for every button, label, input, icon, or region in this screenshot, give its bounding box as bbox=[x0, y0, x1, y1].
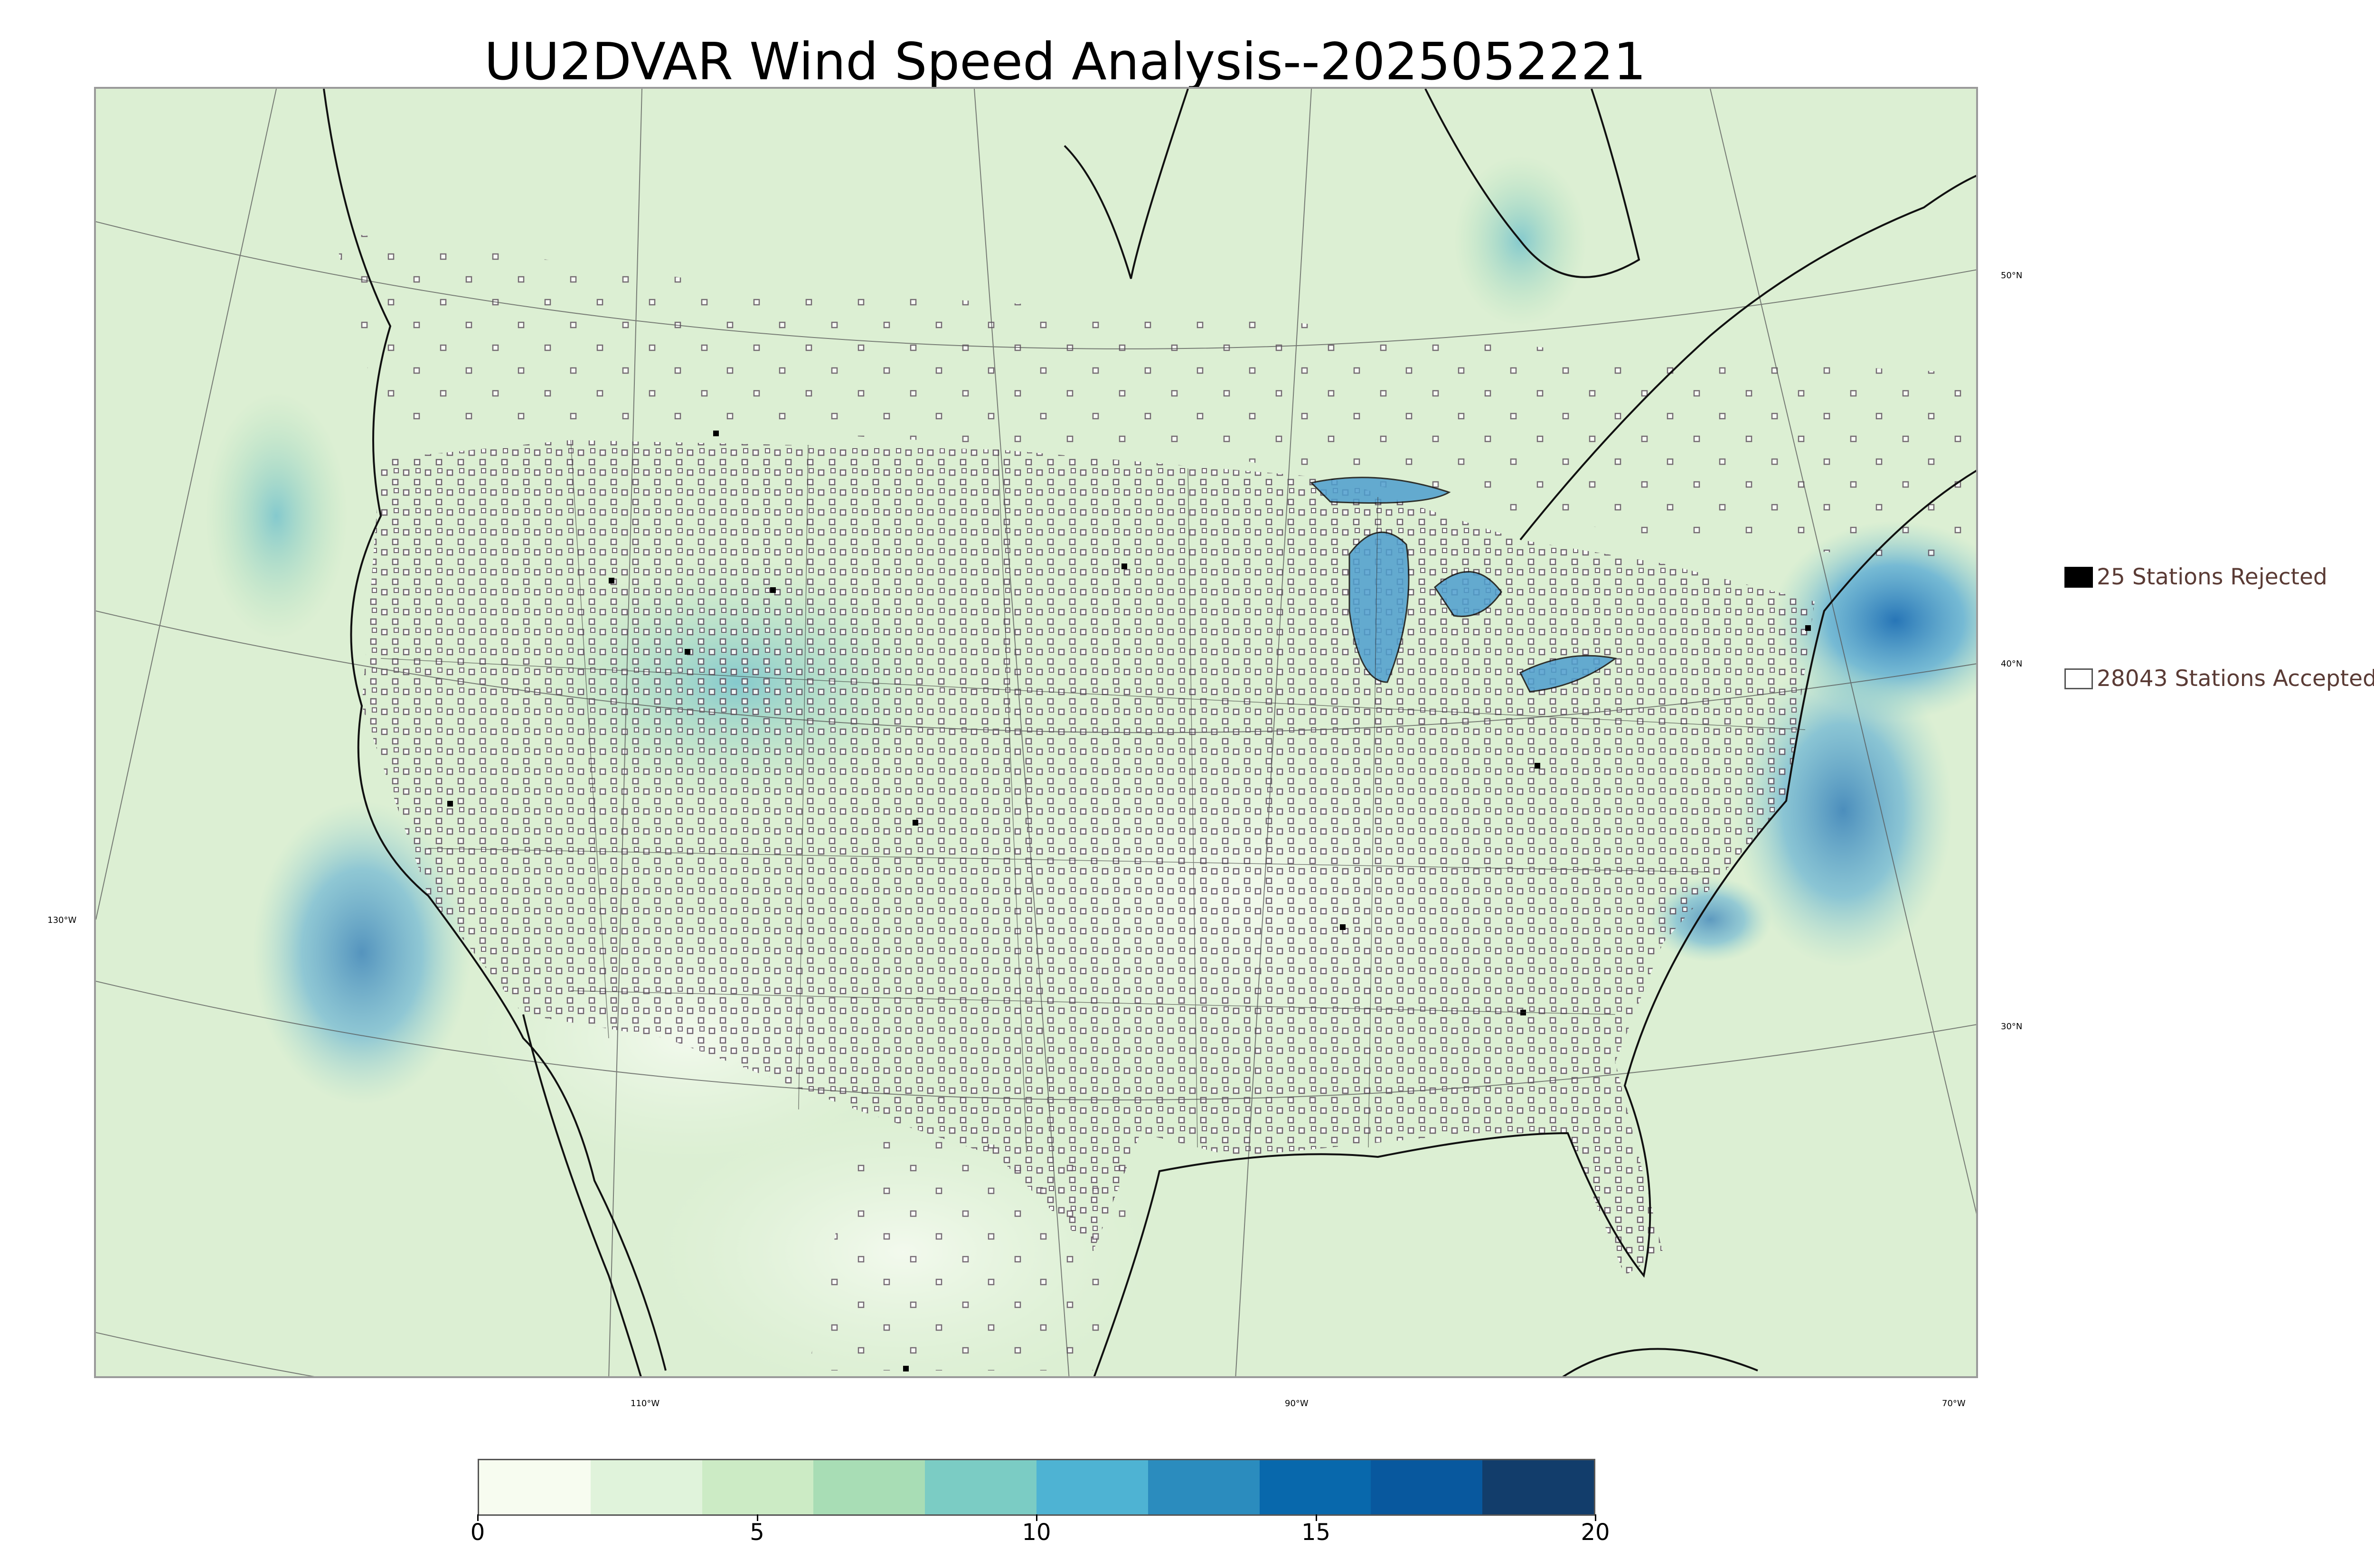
rejected-marker bbox=[2064, 566, 2093, 588]
high-wind-pacific bbox=[253, 801, 471, 1105]
colorbar-tick-label: 0 bbox=[470, 1519, 485, 1546]
map-panel[interactable] bbox=[94, 87, 1978, 1378]
station-observations-mexico bbox=[808, 1133, 1140, 1371]
wind-speed-map bbox=[96, 89, 1976, 1376]
lon-label-90: 90°W bbox=[1285, 1399, 1309, 1408]
colorbar-segment bbox=[479, 1460, 591, 1514]
colorbar-segment bbox=[1482, 1460, 1594, 1514]
colorbar-tick-label: 15 bbox=[1301, 1519, 1331, 1546]
colorbar-tick-mark bbox=[756, 1514, 758, 1521]
lat-label-30: 30°N bbox=[2001, 1022, 2023, 1032]
colorbar-tick-label: 20 bbox=[1581, 1519, 1610, 1546]
state-borders bbox=[380, 440, 1806, 1153]
lat-label-50: 50°N bbox=[2001, 271, 2023, 281]
colorbar-segment bbox=[590, 1460, 702, 1514]
colorbar-tick-label: 10 bbox=[1022, 1519, 1051, 1546]
rejected-label: 25 Stations Rejected bbox=[2097, 564, 2327, 590]
colorbar-tick-mark bbox=[477, 1514, 479, 1521]
graticule-lines bbox=[96, 89, 1976, 1376]
colorbar-segment bbox=[1148, 1460, 1260, 1514]
colorbar-segment bbox=[1036, 1460, 1148, 1514]
high-wind-north-pacific bbox=[205, 393, 348, 639]
colorbar-segment bbox=[702, 1460, 814, 1514]
accepted-marker bbox=[2064, 668, 2093, 689]
colorbar-segment bbox=[1371, 1460, 1483, 1514]
legend-rejected: 25 Stations Rejected bbox=[2064, 564, 2327, 590]
map-title: UU2DVAR Wind Speed Analysis--2025052221 bbox=[484, 32, 1646, 92]
colorbar bbox=[478, 1459, 1595, 1516]
coastlines bbox=[323, 89, 1976, 1376]
colorbar-tick-mark bbox=[1036, 1514, 1037, 1521]
station-observations-accepted bbox=[362, 440, 1815, 1276]
lon-label-70: 70°W bbox=[1942, 1399, 1966, 1408]
lon-label-130: 130°W bbox=[47, 915, 77, 925]
accepted-label: 28043 Stations Accepted bbox=[2097, 666, 2374, 692]
colorbar-segment bbox=[813, 1460, 925, 1514]
colorbar-tick-mark bbox=[1315, 1514, 1317, 1521]
colorbar-tick-mark bbox=[1595, 1514, 1596, 1521]
colorbar-segment bbox=[1259, 1460, 1371, 1514]
station-observations-canada bbox=[333, 231, 1976, 563]
rejected-stations bbox=[447, 431, 1811, 1371]
great-lakes bbox=[1309, 477, 1617, 693]
lon-label-110: 110°W bbox=[631, 1399, 660, 1408]
lat-label-40: 40°N bbox=[2001, 659, 2023, 669]
colorbar-tick-label: 5 bbox=[750, 1519, 764, 1546]
colorbar-segment bbox=[925, 1460, 1036, 1514]
legend-accepted: 28043 Stations Accepted bbox=[2064, 666, 2374, 692]
